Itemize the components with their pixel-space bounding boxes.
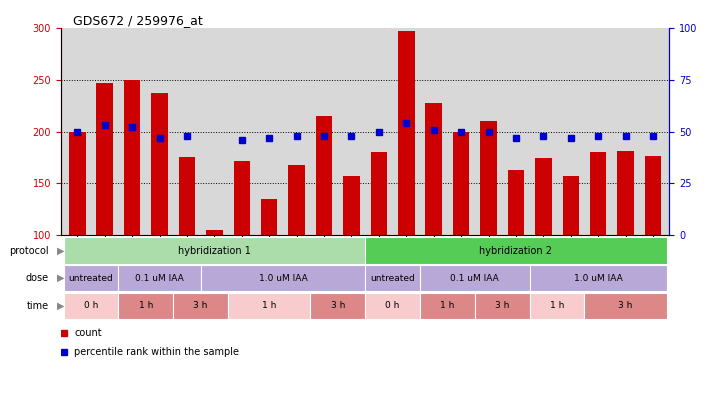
Bar	[206, 230, 223, 338]
Text: 3 h: 3 h	[495, 301, 509, 310]
Bar	[97, 83, 113, 338]
Text: hybridization 1: hybridization 1	[178, 246, 251, 256]
Text: 3 h: 3 h	[331, 301, 345, 310]
Text: 0 h: 0 h	[385, 301, 400, 310]
Bar	[289, 165, 305, 338]
Bar	[69, 132, 85, 338]
Bar	[475, 292, 530, 319]
Bar	[530, 292, 584, 319]
Bar	[365, 265, 420, 292]
Text: ▶: ▶	[57, 273, 64, 283]
Bar	[261, 199, 277, 338]
Bar	[590, 152, 606, 338]
Text: 1 h: 1 h	[139, 301, 153, 310]
Bar	[425, 103, 442, 338]
Bar	[64, 265, 118, 292]
Text: ▶: ▶	[57, 301, 64, 311]
Bar	[365, 292, 420, 319]
Text: untreated: untreated	[69, 274, 113, 283]
Text: dose: dose	[26, 273, 49, 283]
Bar	[530, 265, 667, 292]
Bar	[118, 292, 173, 319]
Bar	[173, 292, 228, 319]
Text: untreated: untreated	[370, 274, 415, 283]
Bar	[179, 158, 195, 338]
Bar	[233, 160, 250, 338]
Bar	[316, 116, 332, 338]
Text: 3 h: 3 h	[619, 301, 633, 310]
Bar	[480, 122, 497, 338]
Bar	[118, 265, 200, 292]
Bar	[453, 132, 469, 338]
Bar	[563, 176, 579, 338]
Bar	[535, 158, 551, 338]
Text: 3 h: 3 h	[193, 301, 208, 310]
Text: 1 h: 1 h	[440, 301, 455, 310]
Bar	[124, 80, 140, 338]
Bar	[64, 237, 365, 264]
Bar	[508, 170, 524, 338]
Bar	[371, 152, 387, 338]
Bar	[365, 237, 667, 264]
Bar	[151, 94, 168, 338]
Text: 0.1 uM IAA: 0.1 uM IAA	[135, 274, 184, 283]
Bar	[200, 265, 365, 292]
Bar	[228, 292, 310, 319]
Bar	[343, 176, 359, 338]
Text: ▶: ▶	[57, 246, 64, 256]
Bar	[420, 265, 530, 292]
Text: 1.0 uM IAA: 1.0 uM IAA	[574, 274, 622, 283]
Bar	[64, 292, 118, 319]
Text: 1.0 uM IAA: 1.0 uM IAA	[258, 274, 307, 283]
Bar	[310, 292, 365, 319]
Bar	[420, 292, 475, 319]
Bar	[398, 32, 415, 338]
Bar	[645, 156, 662, 338]
Text: hybridization 2: hybridization 2	[480, 246, 553, 256]
Text: 0 h: 0 h	[84, 301, 98, 310]
Text: percentile rank within the sample: percentile rank within the sample	[74, 347, 239, 357]
Text: GDS672 / 259976_at: GDS672 / 259976_at	[73, 14, 203, 27]
Text: protocol: protocol	[9, 246, 49, 256]
Bar	[617, 151, 634, 338]
Text: 0.1 uM IAA: 0.1 uM IAA	[450, 274, 499, 283]
Text: count: count	[74, 328, 102, 338]
Bar	[584, 292, 667, 319]
Text: time: time	[26, 301, 49, 311]
Text: 1 h: 1 h	[550, 301, 564, 310]
Text: 1 h: 1 h	[262, 301, 276, 310]
